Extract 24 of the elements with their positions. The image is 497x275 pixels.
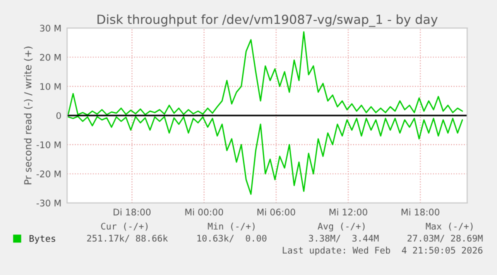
text: 3.38M/ 3.44M [308,234,379,242]
text: 251.17k/ 88.66k [87,234,168,242]
text: Last update: Wed Feb 4 21:50:05 2026 [282,246,482,256]
text: 27.03M/ 28.69M [408,234,483,242]
y-tick-label: 0 [56,112,61,120]
text: Max (-/+) [426,222,473,231]
text: Min (-/+) [208,222,255,231]
y-tick-label: 30 M [40,24,61,32]
chart-title: Disk throughput for /dev/vm19087-vg/swap_1 - by day [98,14,438,27]
x-tick-label: Mi 00:00 [185,208,224,216]
y-tick-label: 10 M [40,83,61,90]
text: Cur (-/+) [101,222,148,231]
y-tick-label: -30 M [36,200,61,207]
x-tick-label: Di 18:00 [114,208,151,216]
text: 10.63k/ 0.00 [197,234,266,242]
legend-label: Bytes [30,235,56,244]
y-axis-title: Pr second read (-) / write (+) [24,46,33,184]
x-tick-label: Mi 12:00 [330,208,368,216]
y-tick-label: 20 M [40,54,61,61]
y-tick-label: -20 M [36,170,61,178]
y-tick-label: -10 M [36,141,61,148]
x-tick-label: Mi 18:00 [402,208,440,216]
x-tick-label: Mi 06:00 [257,208,296,216]
text: Avg (-/+) [318,222,365,232]
